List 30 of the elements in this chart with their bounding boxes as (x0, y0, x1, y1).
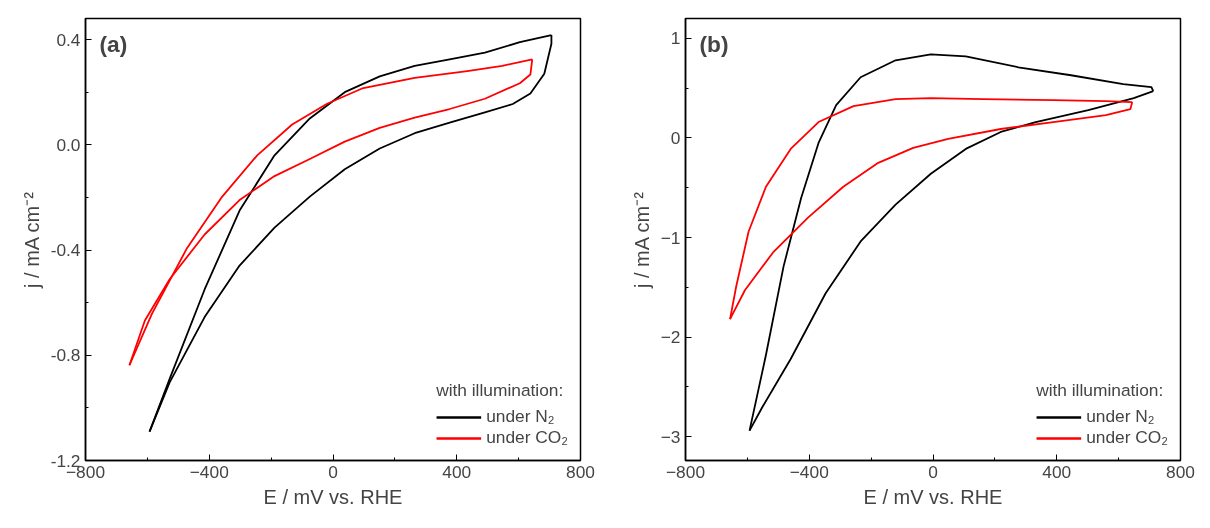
x-tick-label: 800 (1166, 461, 1195, 482)
x-tick-label: −400 (789, 461, 829, 482)
y-tick-label: −2 (660, 327, 681, 348)
x-tick-label: −800 (665, 461, 706, 482)
y-tick-label: −1 (660, 227, 681, 248)
y-tick-label: 1 (670, 28, 681, 49)
legend-label: under N₂ (486, 406, 555, 427)
x-axis-title: E / mV vs. RHE (863, 485, 1003, 508)
y-tick-label: 0.4 (56, 29, 81, 50)
x-tick-label: 800 (566, 461, 595, 482)
x-tick-label: 0 (928, 461, 938, 482)
y-tick-label: -0.8 (50, 345, 81, 366)
text: (b) (699, 30, 729, 57)
x-tick-label: 0 (328, 461, 338, 482)
legend-title: with illumination: (436, 380, 565, 401)
x-axis-title: E / mV vs. RHE (263, 485, 403, 508)
y-tick-label: 0.0 (56, 134, 81, 155)
legend-label: under CO₂ (1086, 427, 1168, 448)
y-tick-label: −3 (660, 426, 681, 447)
x-tick-label: 400 (442, 461, 472, 482)
x-tick-label: −400 (189, 461, 229, 482)
text: (a) (99, 30, 128, 57)
y-axis-title: j / mA cm⁻² (20, 191, 43, 289)
legend-title: with illumination: (1036, 380, 1165, 401)
legend-label: under N₂ (1086, 406, 1155, 427)
y-tick-label: -0.4 (50, 240, 81, 261)
y-axis-title: j / mA cm⁻² (630, 191, 653, 289)
legend-label: under CO₂ (486, 427, 568, 448)
y-tick-label: 0 (670, 127, 681, 148)
x-tick-label: 400 (1042, 461, 1072, 482)
